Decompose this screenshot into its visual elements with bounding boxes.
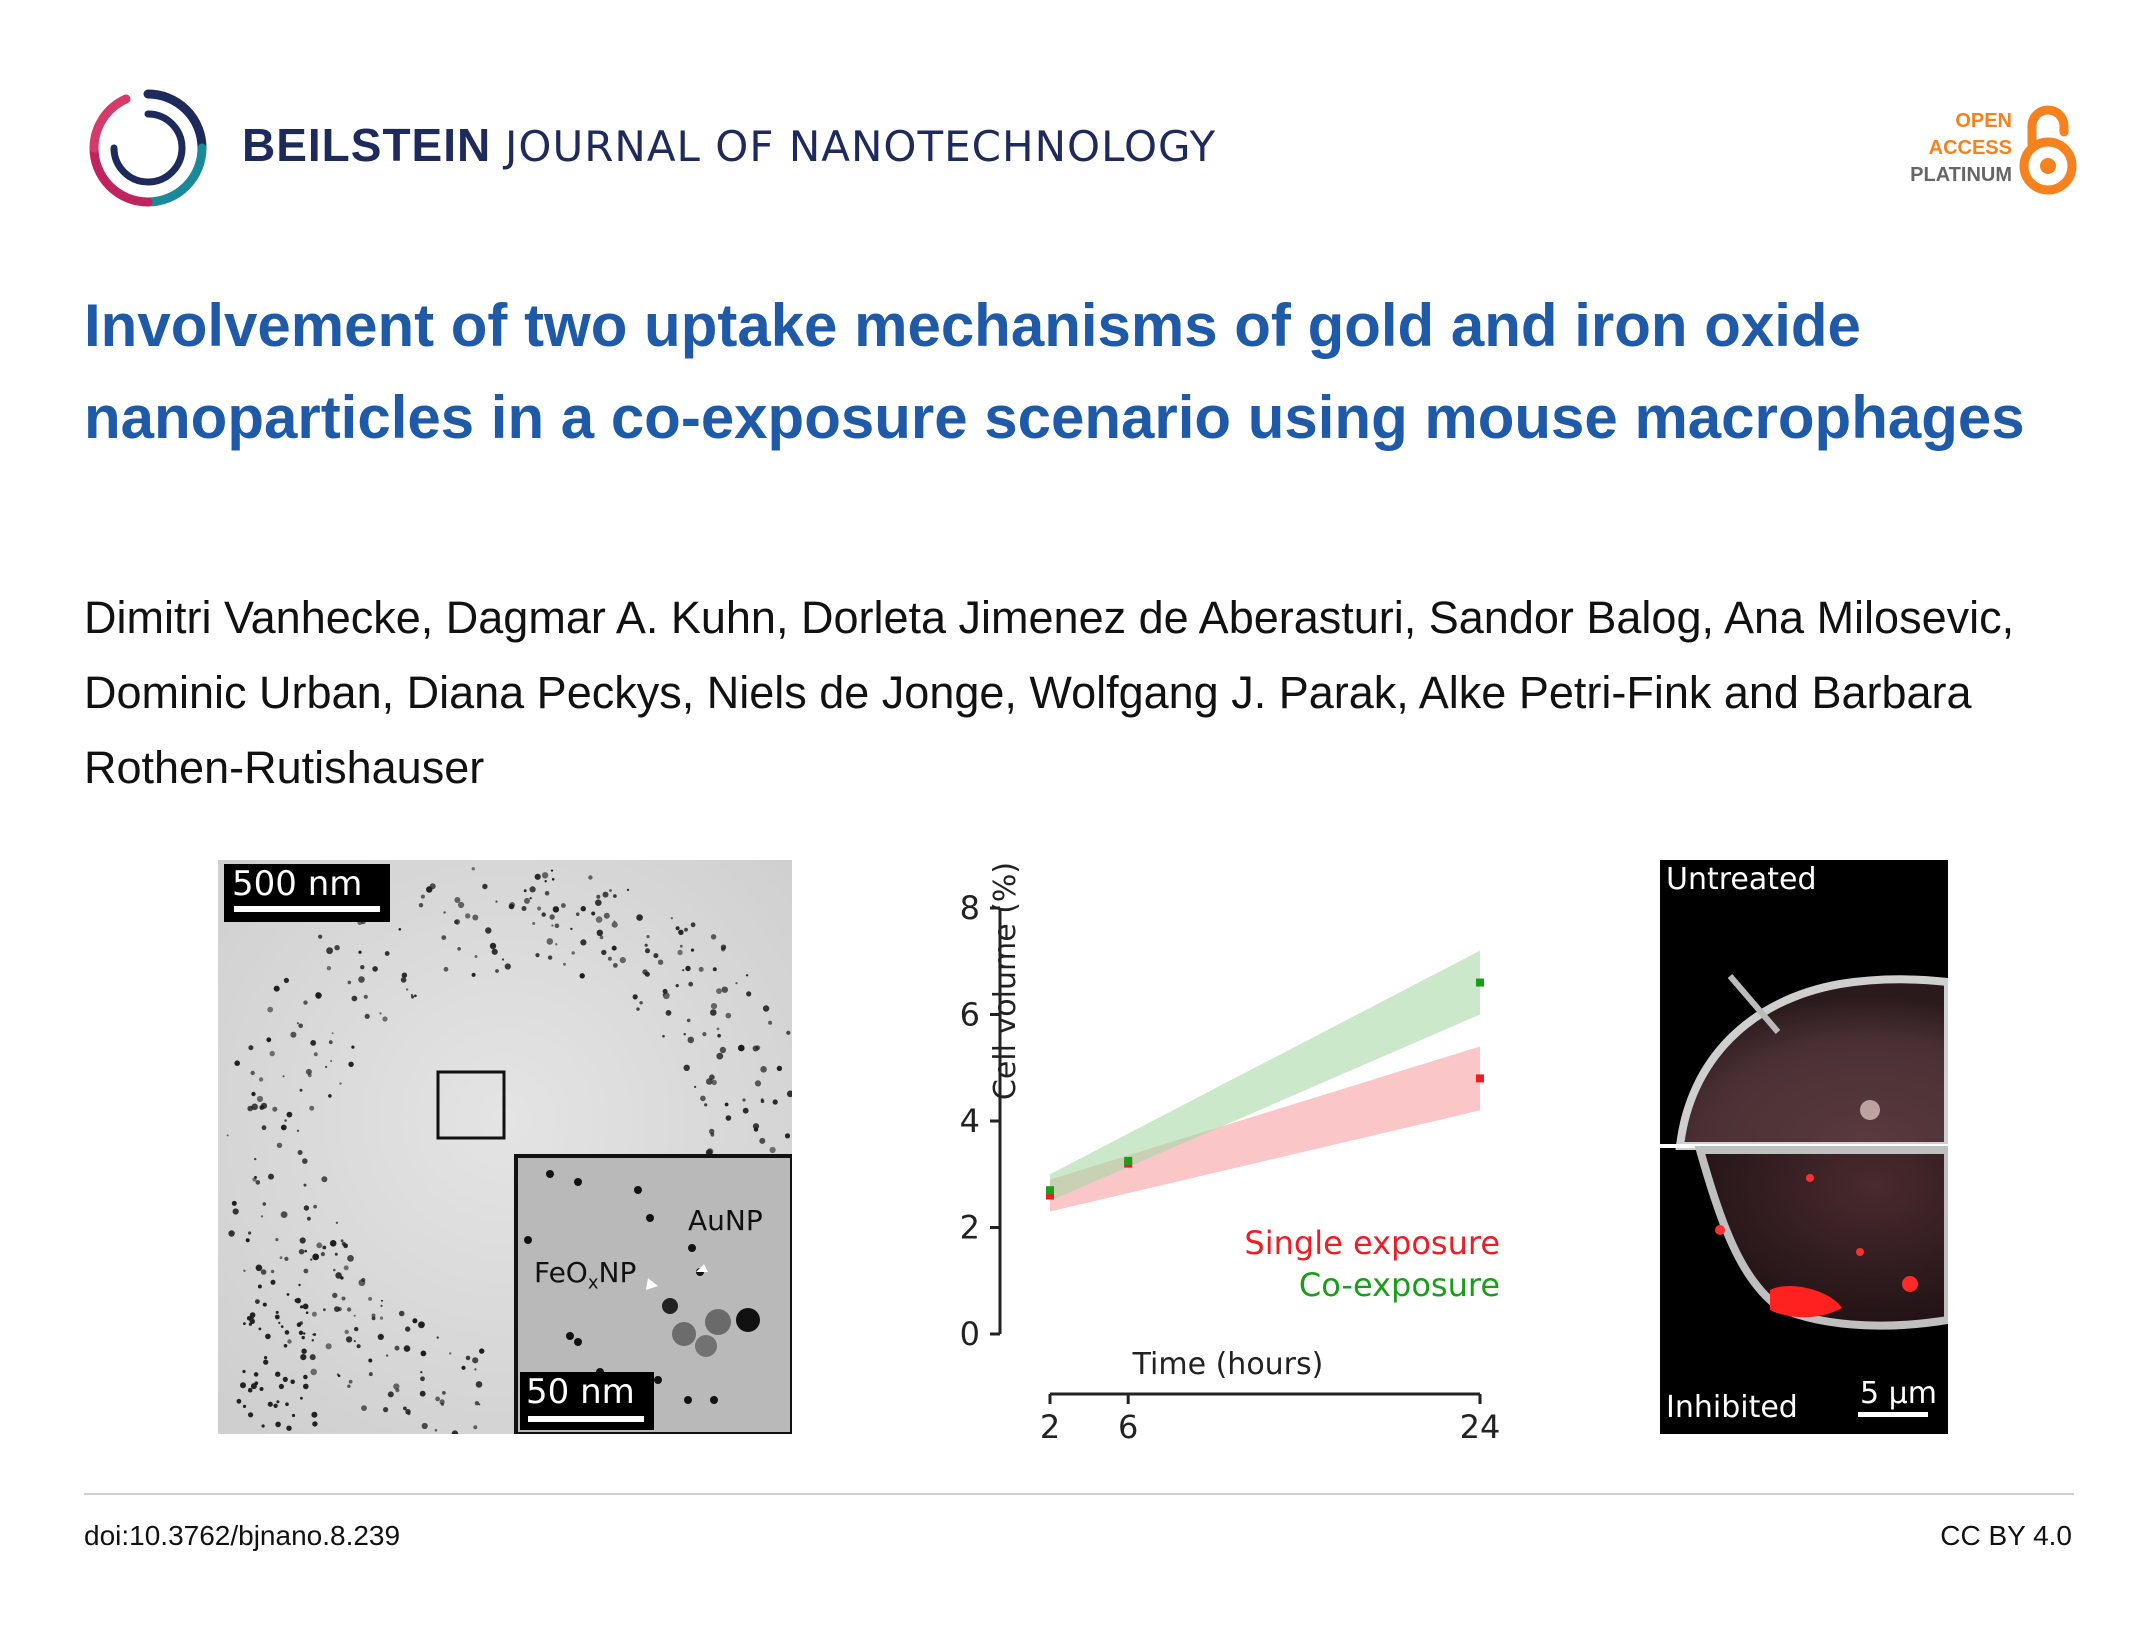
fluor-label-untreated: Untreated <box>1666 862 1817 897</box>
oa-platinum: PLATINUM <box>1910 164 2012 186</box>
oa-access: ACCESS <box>1928 137 2012 159</box>
x-tick-label: 24 <box>1460 1408 1501 1446</box>
feonp-label-sub: x <box>587 1272 599 1294</box>
tem-scale-bar-main: 500 nm <box>224 864 390 922</box>
tem-image-panel: 500 nm AuNP FeOxNP 50 nm <box>218 860 792 1434</box>
data-point-single <box>1476 1074 1484 1083</box>
legend-single-exposure: Single exposure <box>1244 1224 1500 1262</box>
oa-open: OPEN <box>1955 110 2012 132</box>
y-tick-label: 6 <box>960 996 980 1034</box>
tem-scale-label-inset: 50 nm <box>526 1372 635 1412</box>
article-authors: Dimitri Vanhecke, Dagmar A. Kuhn, Dorlet… <box>84 592 2015 793</box>
tem-scale-bar-inset: 50 nm <box>520 1372 654 1430</box>
aunp-label: AuNP <box>688 1204 763 1237</box>
x-tick-label: 6 <box>1118 1408 1138 1446</box>
tem-scale-label-main: 500 nm <box>232 864 363 904</box>
data-point-single <box>1046 1191 1054 1200</box>
y-tick-label: 8 <box>960 889 980 927</box>
footer-divider <box>84 1493 2074 1495</box>
journal-name-bold: BEILSTEIN <box>242 119 492 171</box>
fluor-scale-label: 5 µm <box>1860 1376 1937 1411</box>
open-lock-icon <box>2019 105 2077 195</box>
x-tick-label: 2 <box>1040 1408 1060 1446</box>
fluorescence-micrograph <box>1660 974 1948 1417</box>
data-point-co <box>1476 978 1484 987</box>
journal-logo <box>89 89 207 207</box>
feonp-label-pre: FeO <box>534 1256 588 1289</box>
y-tick-label: 4 <box>960 1102 980 1140</box>
chart-y-axis-label: Cell volume (%) <box>988 862 1023 1100</box>
confidence-band-single <box>1050 1046 1480 1212</box>
fluorescence-image-panel: Untreated Inhibited 5 µm <box>1660 860 1948 1434</box>
y-tick-label: 0 <box>960 1315 980 1353</box>
chart-x-axis-label: Time (hours) <box>1132 1347 1324 1382</box>
fluor-label-inhibited: Inhibited <box>1666 1390 1798 1425</box>
legend-co-exposure: Co-exposure <box>1299 1266 1500 1304</box>
y-tick-label: 2 <box>960 1209 980 1247</box>
feonp-label: FeOxNP <box>534 1256 636 1294</box>
license-text: CC BY 4.0 <box>1940 1520 2072 1551</box>
tem-micrograph <box>218 860 792 1434</box>
journal-name-rest: JOURNAL OF NANOTECHNOLOGY <box>505 122 1217 171</box>
article-title: Involvement of two uptake mechanisms of … <box>84 292 2025 451</box>
open-access-badge: OPEN ACCESS PLATINUM <box>1888 104 2078 198</box>
data-point-co <box>1046 1186 1054 1195</box>
confidence-band-co <box>1050 950 1480 1201</box>
journal-name: BEILSTEIN JOURNAL OF NANOTECHNOLOGY <box>242 118 1216 172</box>
doi-text: doi:10.3762/bjnano.8.239 <box>84 1520 401 1551</box>
data-point-co <box>1124 1156 1133 1165</box>
feonp-label-post: NP <box>598 1256 637 1289</box>
